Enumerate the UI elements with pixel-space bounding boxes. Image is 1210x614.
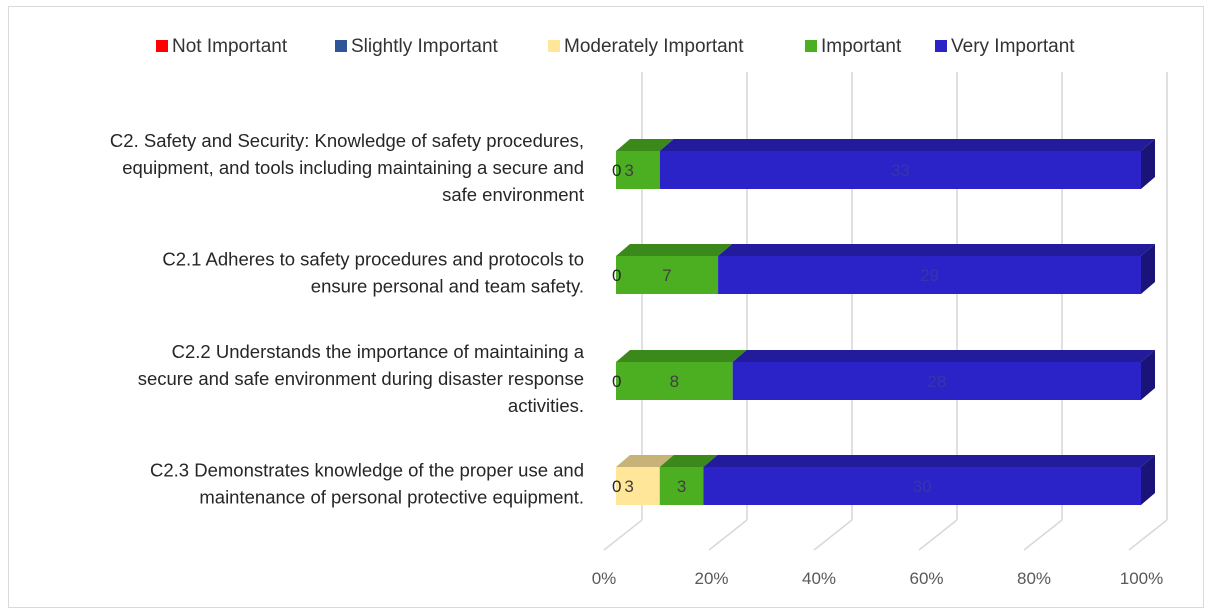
x-tick-5: 100% xyxy=(1120,569,1163,588)
floor-line-5 xyxy=(1128,519,1168,551)
category-label-3: C2.3 Demonstrates knowledge of the prope… xyxy=(150,460,584,508)
bar-1-4 xyxy=(718,256,1141,294)
data-label-1-0: 0 xyxy=(612,266,621,285)
data-label-3-3: 30 xyxy=(913,477,932,496)
data-label-1-2: 29 xyxy=(920,266,939,285)
floor-line-0 xyxy=(603,519,643,551)
category-label-0: C2. Safety and Security: Knowledge of sa… xyxy=(110,130,584,205)
data-label-1-1: 7 xyxy=(662,266,671,285)
data-label-0-0: 0 xyxy=(612,161,621,180)
bar-top-3-2 xyxy=(616,455,674,467)
bar-top-1-4 xyxy=(718,244,1155,256)
bar-side-1 xyxy=(1141,244,1155,294)
data-label-2-0: 0 xyxy=(612,372,621,391)
bar-0-3 xyxy=(616,151,660,189)
bar-0-4 xyxy=(659,151,1141,189)
bar-top-0-3 xyxy=(616,139,674,151)
data-label-0-1: 3 xyxy=(624,161,633,180)
bar-top-3-3 xyxy=(659,455,718,467)
x-tick-3: 60% xyxy=(909,569,943,588)
bar-2-4 xyxy=(732,362,1141,400)
legend-label-0: Not Important xyxy=(172,36,288,57)
legend-label-2: Moderately Important xyxy=(564,36,744,57)
data-label-3-1: 3 xyxy=(624,477,633,496)
bar-top-1-3 xyxy=(616,244,733,256)
data-label-3-2: 3 xyxy=(677,477,686,496)
bar-side-2 xyxy=(1141,350,1155,400)
bar-top-3-4 xyxy=(703,455,1155,467)
bar-3-4 xyxy=(703,467,1141,505)
data-label-3-0: 0 xyxy=(612,477,621,496)
bar-top-2-4 xyxy=(732,350,1155,362)
category-labels: C2. Safety and Security: Knowledge of sa… xyxy=(110,130,585,508)
legend-swatch-2 xyxy=(548,40,560,52)
legend-swatch-1 xyxy=(335,40,347,52)
bar-top-0-4 xyxy=(659,139,1155,151)
bar-3-2 xyxy=(616,467,660,505)
bar-side-3 xyxy=(1141,455,1155,505)
floor-line-2 xyxy=(813,519,853,551)
x-tick-2: 40% xyxy=(802,569,836,588)
legend-swatch-3 xyxy=(805,40,817,52)
chart-frame xyxy=(8,6,1204,608)
bar-3-3 xyxy=(659,467,704,505)
legend-label-1: Slightly Important xyxy=(351,36,499,57)
x-tick-0: 0% xyxy=(592,569,617,588)
category-label-1: C2.1 Adheres to safety procedures and pr… xyxy=(162,249,584,297)
floor-line-1 xyxy=(708,519,748,551)
bar-2-3 xyxy=(616,362,733,400)
data-label-0-2: 33 xyxy=(891,161,910,180)
bar-top-2-3 xyxy=(616,350,747,362)
floor-line-3 xyxy=(918,519,958,551)
category-label-2: C2.2 Understands the importance of maint… xyxy=(138,341,585,416)
x-tick-4: 80% xyxy=(1017,569,1051,588)
x-tick-1: 20% xyxy=(694,569,728,588)
bars: 0 3 330 7 290 8 280 3 3 30 xyxy=(612,139,1155,505)
data-label-2-2: 28 xyxy=(927,372,946,391)
bar-1-3 xyxy=(616,256,719,294)
legend: Not Important Slightly Important Moderatel… xyxy=(156,36,1075,57)
legend-swatch-0 xyxy=(156,40,168,52)
legend-label-3: Important xyxy=(821,36,902,57)
x-axis-ticks: 0% 20% 40% 60% 80% 100% xyxy=(592,569,1164,588)
bar-side-0 xyxy=(1141,139,1155,189)
floor-line-4 xyxy=(1023,519,1063,551)
legend-label-4: Very Important xyxy=(951,36,1075,57)
chart-floor xyxy=(603,519,1168,551)
legend-swatch-4 xyxy=(935,40,947,52)
data-label-2-1: 8 xyxy=(670,372,679,391)
